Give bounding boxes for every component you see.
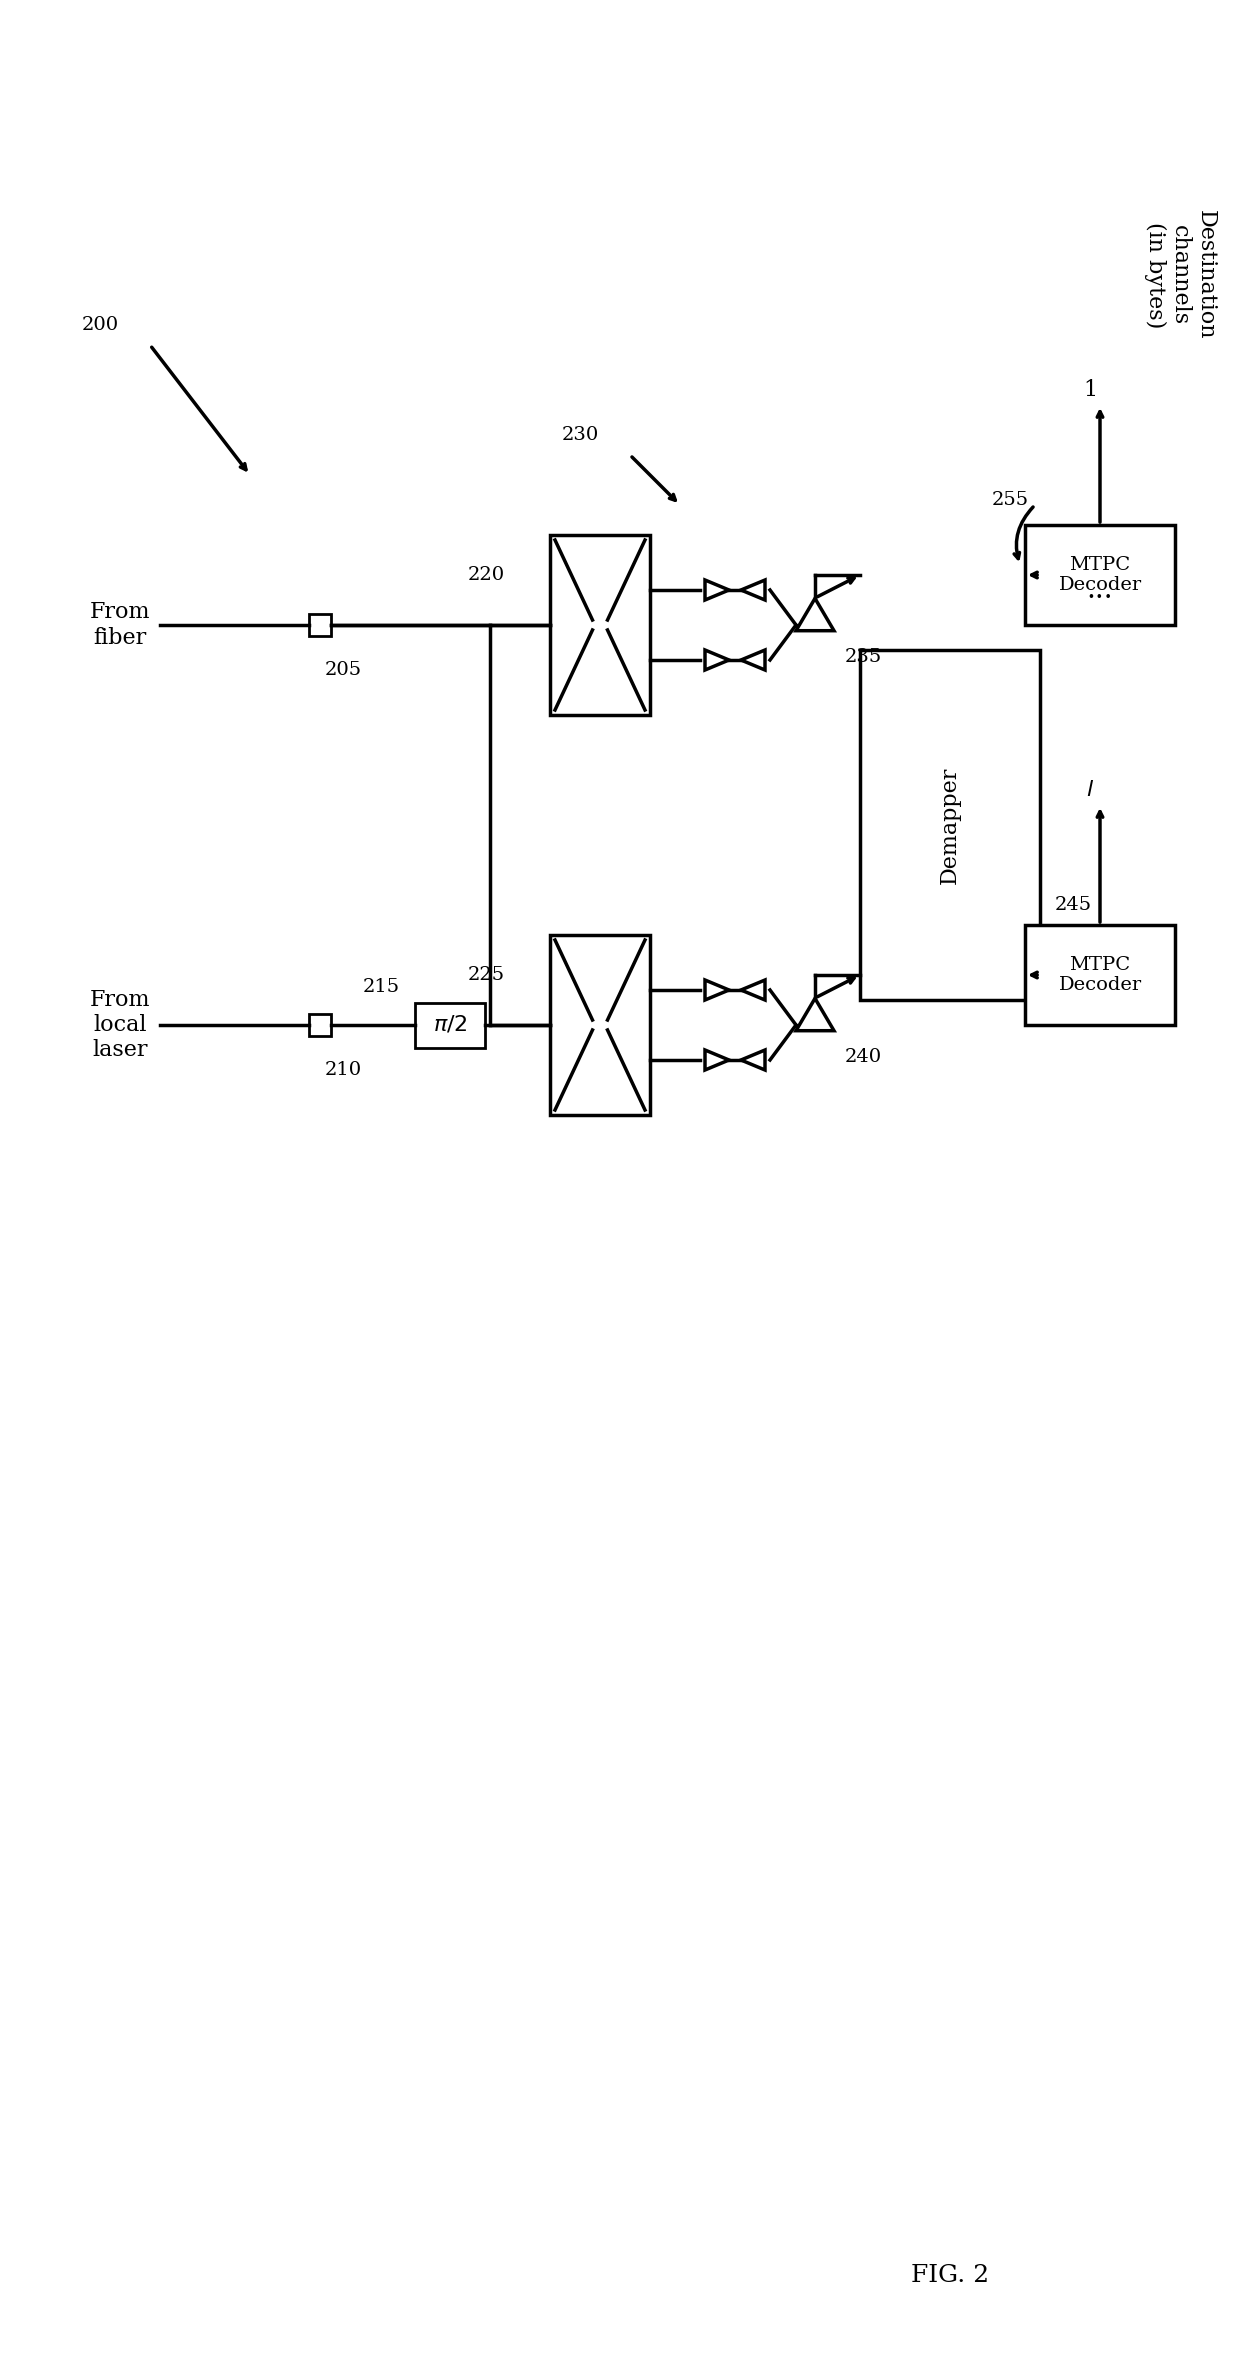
- Bar: [550, 936, 650, 1114]
- Polygon shape: [741, 1050, 765, 1071]
- Text: $\it{l}$: $\it{l}$: [1086, 779, 1094, 800]
- Polygon shape: [705, 981, 729, 1000]
- Text: ...: ...: [1086, 577, 1114, 603]
- Text: 255: 255: [991, 492, 1029, 508]
- Text: 215: 215: [362, 978, 400, 995]
- Text: From
fiber: From fiber: [90, 601, 150, 648]
- Text: MTPC
Decoder: MTPC Decoder: [1059, 955, 1141, 995]
- Text: 205: 205: [325, 660, 362, 679]
- Text: Destination
channels
(in bytes): Destination channels (in bytes): [1144, 211, 1216, 340]
- Polygon shape: [705, 580, 729, 601]
- Text: Demapper: Demapper: [939, 767, 961, 884]
- Bar: [1025, 525, 1175, 625]
- Text: 235: 235: [845, 648, 882, 665]
- Polygon shape: [705, 1050, 729, 1071]
- Polygon shape: [741, 580, 765, 601]
- Text: 225: 225: [468, 967, 505, 983]
- Text: From
local
laser: From local laser: [90, 988, 150, 1062]
- Polygon shape: [741, 651, 765, 670]
- Bar: [309, 615, 331, 636]
- Bar: [1025, 924, 1175, 1026]
- Bar: [415, 1002, 485, 1047]
- Polygon shape: [796, 998, 834, 1031]
- Text: MTPC
Decoder: MTPC Decoder: [1059, 556, 1141, 594]
- Text: 230: 230: [561, 425, 599, 444]
- Text: FIG. 2: FIG. 2: [911, 2263, 989, 2287]
- Polygon shape: [705, 651, 729, 670]
- Bar: [550, 534, 650, 715]
- Text: 1: 1: [1082, 380, 1098, 401]
- Polygon shape: [796, 598, 834, 632]
- Text: 210: 210: [325, 1062, 362, 1078]
- Text: 220: 220: [468, 565, 505, 584]
- Text: 240: 240: [845, 1047, 882, 1066]
- Text: $\pi/2$: $\pi/2$: [432, 1014, 468, 1036]
- Bar: [860, 651, 1040, 1000]
- Text: 245: 245: [1055, 895, 1092, 914]
- Text: 200: 200: [81, 316, 119, 335]
- Bar: [309, 1014, 331, 1036]
- Polygon shape: [741, 981, 765, 1000]
